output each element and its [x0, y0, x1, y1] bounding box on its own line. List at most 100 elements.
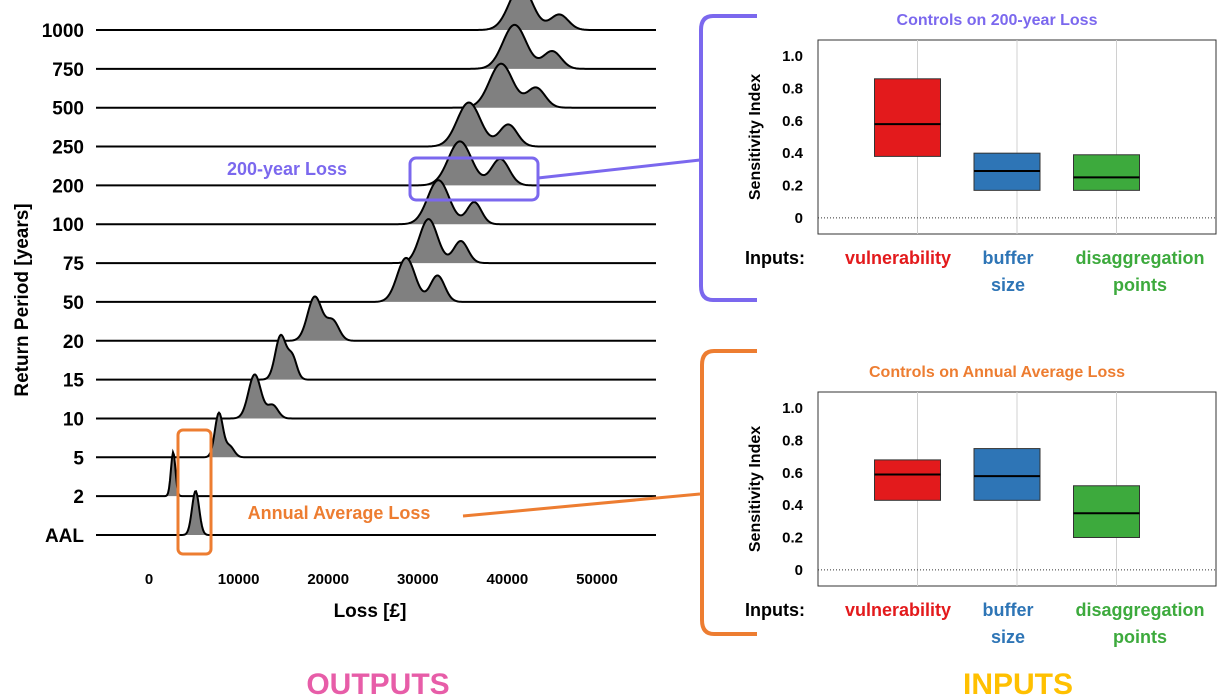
ridge-density-line [96, 101, 656, 148]
ridgeline-chart: 1000 750 500 250 200 100 75 50 20 15 10 5 2 AAL 0 10000… [42, 0, 656, 588]
ridge-row-label: 2 [73, 487, 84, 508]
box-1 [874, 459, 941, 501]
ridge-density-line [96, 411, 656, 459]
input-name-label: buffer [983, 600, 1034, 620]
ridge-density-fill [96, 219, 656, 264]
callout-aal-box [176, 428, 213, 556]
inputs-label: INPUTS [963, 668, 1073, 697]
ridge-density-line [96, 179, 656, 226]
ridge-row-20 [96, 295, 656, 342]
ridge-x-tick-label: 20000 [307, 571, 349, 588]
ridge-row-750 [96, 23, 656, 70]
ridge-row-label: AAL [45, 526, 84, 547]
box-plot-y-tick-label: 0.2 [782, 530, 803, 547]
callout-200-year-connector [537, 158, 701, 180]
box-plot-aal: Controls on Annual Average Loss 0 0.2 0.4 0.… [745, 364, 1217, 647]
ridge-density-fill [96, 24, 656, 69]
box-plot-y-tick-label: 0.8 [782, 433, 803, 450]
ridge-density-fill [96, 102, 656, 147]
box-plot-y-tick-label: 0.4 [782, 145, 804, 162]
ridge-row-label: 200 [52, 176, 84, 197]
ridge-row-10 [96, 373, 656, 420]
ridge-density-fill [96, 296, 656, 341]
ridge-row-500 [96, 62, 656, 109]
ridge-row-15 [96, 333, 656, 381]
ridge-density-line [96, 140, 656, 187]
ridge-density-line [96, 62, 656, 109]
box-3 [1073, 485, 1140, 538]
box-plot-title: Controls on Annual Average Loss [869, 364, 1125, 381]
outputs-label: OUTPUTS [306, 668, 449, 697]
ridge-row-100 [96, 179, 656, 226]
input-name-label-line2: points [1113, 627, 1167, 647]
box-plot-200-year: Controls on 200-year Loss 0 0.2 0.4 0.6 0.8 1.… [745, 12, 1217, 295]
ridge-x-tick-label: 10000 [218, 571, 260, 588]
ridge-row-5 [96, 411, 656, 459]
box-plot-y-tick-label: 0.6 [782, 113, 803, 130]
callout-aal-label: Annual Average Loss [248, 503, 431, 523]
input-name-label: vulnerability [845, 600, 951, 620]
ridge-row-2 [96, 448, 656, 498]
callout-200-year: 200-year Loss [227, 156, 701, 202]
box-plot-y-tick-label: 0.8 [782, 81, 803, 98]
ridge-y-axis-label: Return Period [years] [12, 203, 33, 396]
ridge-x-tick-label: 50000 [576, 571, 618, 588]
box-2 [973, 448, 1041, 501]
ridge-row-AAL [96, 490, 656, 536]
ridge-row-label: 1000 [42, 21, 84, 42]
ridge-density-fill [96, 452, 656, 497]
box-plot-y-tick-label: 0.4 [782, 497, 804, 514]
inputs-prefix-label: Inputs: [745, 600, 805, 620]
ridge-density-fill [96, 257, 656, 302]
callout-aal-connector [462, 492, 701, 518]
box-plot-y-tick-label: 0 [795, 562, 803, 579]
ridge-density-line [96, 256, 656, 303]
ridge-density-fill [96, 374, 656, 419]
ridge-density-line [96, 0, 656, 31]
ridge-x-tick-label: 30000 [397, 571, 439, 588]
ridge-row-label: 10 [63, 409, 84, 430]
ridge-density-fill [96, 0, 656, 30]
ridge-row-75 [96, 218, 656, 265]
box-1 [874, 78, 941, 157]
callout-200-year-box [408, 156, 540, 202]
ridge-row-label: 50 [63, 293, 84, 314]
input-name-label: disaggregation [1075, 248, 1204, 268]
callout-aal: Annual Average Loss [176, 428, 701, 556]
ridge-density-line [96, 23, 656, 70]
ridge-density-line [96, 333, 656, 381]
callout-200-year-label: 200-year Loss [227, 159, 347, 179]
input-name-label-line2: size [991, 627, 1025, 647]
ridge-density-line [96, 448, 656, 498]
input-name-label-line2: size [991, 275, 1025, 295]
ridge-density-line [96, 490, 656, 536]
ridge-row-label: 500 [52, 99, 84, 120]
ridge-row-50 [96, 256, 656, 303]
ridge-row-label: 750 [52, 60, 84, 81]
ridge-density-line [96, 373, 656, 420]
bracket-aal [700, 349, 757, 636]
ridge-density-fill [96, 141, 656, 186]
ridge-density-fill [96, 63, 656, 108]
ridge-row-200 [96, 140, 656, 187]
bracket-200-year [699, 14, 757, 302]
ridge-row-1000 [96, 0, 656, 31]
ridge-row-label: 100 [52, 215, 84, 236]
box-3 [1073, 154, 1140, 191]
box-plot-y-axis-label: Sensitivity Index [747, 74, 764, 200]
input-name-label: buffer [983, 248, 1034, 268]
ridge-row-label: 20 [63, 332, 84, 353]
ridge-row-250 [96, 101, 656, 148]
input-name-label: vulnerability [845, 248, 951, 268]
inputs-prefix-label: Inputs: [745, 248, 805, 268]
ridge-row-label: 5 [73, 448, 84, 469]
box-plot-y-axis-label: Sensitivity Index [747, 426, 764, 552]
box-plot-y-tick-label: 0 [795, 210, 803, 227]
box-plot-y-tick-label: 1.0 [782, 48, 803, 65]
box-plot-y-tick-label: 0.6 [782, 465, 803, 482]
ridge-row-label: 250 [52, 138, 84, 159]
ridge-density-line [96, 295, 656, 342]
ridge-x-tick-label: 0 [145, 571, 153, 588]
box-plot-y-tick-label: 0.2 [782, 178, 803, 195]
